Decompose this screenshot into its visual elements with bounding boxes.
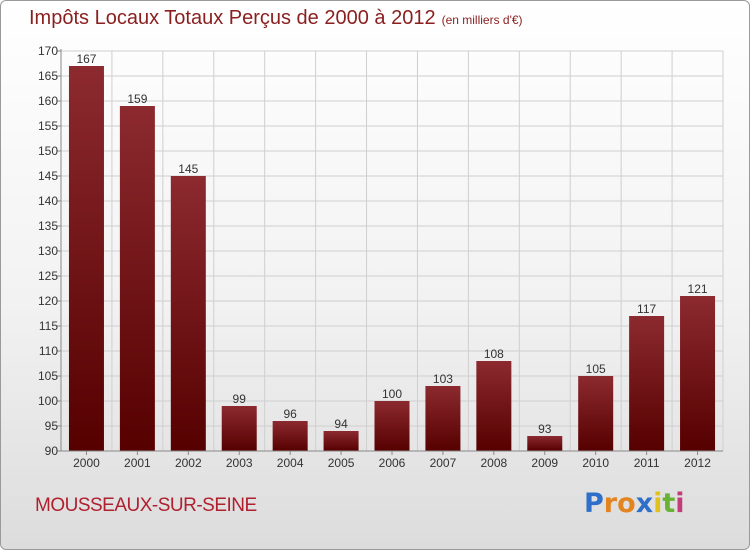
bar-2009	[527, 436, 563, 451]
x-tick-label: 2008	[480, 456, 507, 470]
x-tick-label: 2009	[531, 456, 558, 470]
y-tick-label: 170	[38, 44, 58, 58]
axis-layer: 90 95 100 105 110 115 120 125 130 135 140 145 150 155…	[38, 44, 723, 470]
value-label: 103	[433, 372, 453, 386]
bar-2008	[476, 361, 512, 451]
value-label: 167	[76, 52, 96, 66]
y-tick-label: 155	[38, 119, 58, 133]
unit-note: (en milliers d'€)	[441, 13, 523, 27]
logo-letter: x	[635, 488, 654, 519]
x-tick-label: 2010	[582, 456, 609, 470]
bar-2011	[629, 316, 665, 451]
value-label: 121	[688, 282, 708, 296]
x-tick-label: 2011	[634, 456, 660, 470]
chart-title: Impôts Locaux Totaux Perçus de 2000 à 20…	[29, 7, 523, 30]
bar-2004	[272, 421, 308, 451]
x-tick-label: 2005	[328, 456, 355, 470]
chart-title-text: Impôts Locaux Totaux Perçus de 2000 à 20…	[29, 7, 436, 29]
value-label: 105	[586, 362, 606, 376]
y-tick-label: 100	[38, 394, 58, 408]
y-tick-label: 135	[38, 219, 58, 233]
logo-letter: i	[653, 488, 663, 519]
x-tick-label: 2002	[175, 456, 202, 470]
y-tick-label: 140	[38, 194, 58, 208]
logo-letter: o	[617, 488, 636, 519]
proxiti-logo: Proxiti	[584, 488, 685, 519]
value-label: 99	[233, 392, 247, 406]
bar-2010	[578, 376, 614, 451]
value-label: 108	[484, 347, 504, 361]
bar-2005	[323, 431, 359, 451]
bar-2003	[221, 406, 257, 451]
place-name: MOUSSEAUX-SUR-SEINE	[35, 495, 257, 516]
bar-2012	[680, 296, 716, 451]
y-tick-label: 125	[38, 269, 58, 283]
value-label: 94	[334, 417, 348, 431]
logo-letter: P	[584, 488, 604, 519]
y-tick-label: 90	[45, 444, 59, 458]
y-tick-label: 160	[38, 94, 58, 108]
bar-2007	[425, 386, 461, 451]
y-tick-label: 95	[45, 419, 59, 433]
bar-2001	[119, 106, 155, 451]
y-tick-label: 110	[39, 344, 58, 358]
y-tick-label: 105	[38, 369, 58, 383]
x-tick-label: 2007	[430, 456, 457, 470]
value-label: 117	[637, 302, 656, 316]
bar-2000	[68, 66, 104, 451]
y-tick-label: 165	[38, 69, 58, 83]
x-tick-label: 2003	[226, 456, 253, 470]
bar-layer	[68, 66, 716, 451]
x-tick-label: 2000	[73, 456, 100, 470]
value-label: 145	[178, 162, 198, 176]
value-label: 100	[382, 387, 402, 401]
bar-2002	[170, 176, 206, 451]
value-label: 96	[283, 407, 297, 421]
x-tick-label: 2004	[277, 456, 304, 470]
x-tick-label: 2006	[379, 456, 406, 470]
y-tick-label: 145	[38, 169, 58, 183]
y-tick-label: 120	[38, 294, 58, 308]
x-tick-label: 2012	[684, 456, 711, 470]
value-label: 93	[538, 422, 552, 436]
logo-letter: t	[662, 488, 676, 519]
x-tick-label: 2001	[124, 456, 151, 470]
logo-letter: r	[603, 488, 618, 519]
y-tick-label: 115	[39, 319, 58, 333]
y-tick-label: 130	[38, 244, 58, 258]
value-label: 159	[127, 92, 147, 106]
bar-2006	[374, 401, 410, 451]
y-tick-label: 150	[38, 144, 58, 158]
logo-letter: i	[675, 488, 685, 519]
